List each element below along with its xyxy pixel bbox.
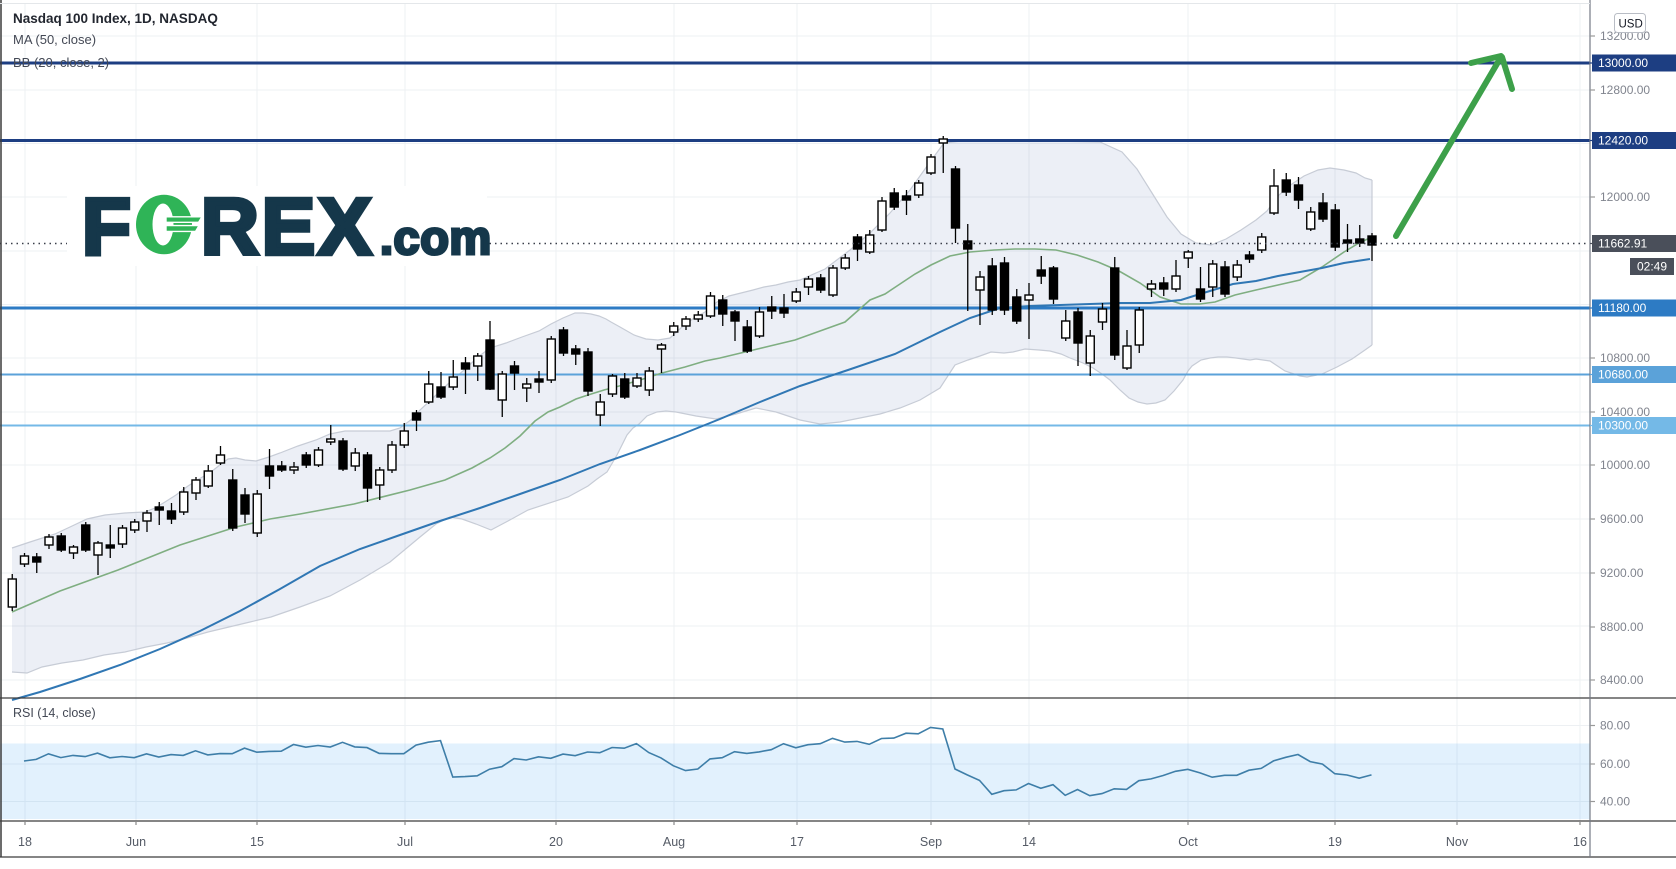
svg-text:Jun: Jun	[126, 835, 146, 849]
svg-text:Oct: Oct	[1178, 835, 1198, 849]
svg-text:11180.00: 11180.00	[1598, 301, 1647, 315]
svg-text:02:49: 02:49	[1637, 260, 1667, 274]
svg-text:Jul: Jul	[397, 835, 413, 849]
svg-text:10400.00: 10400.00	[1600, 405, 1650, 419]
svg-text:15: 15	[250, 835, 264, 849]
svg-text:12420.00: 12420.00	[1598, 134, 1648, 148]
svg-text:12000.00: 12000.00	[1600, 190, 1650, 204]
svg-text:18: 18	[18, 835, 32, 849]
svg-text:16: 16	[1573, 835, 1587, 849]
svg-text:13000.00: 13000.00	[1598, 56, 1648, 70]
svg-text:8800.00: 8800.00	[1600, 620, 1644, 634]
svg-text:Sep: Sep	[920, 835, 942, 849]
svg-text:RSI (14, close): RSI (14, close)	[13, 706, 96, 720]
svg-text:40.00: 40.00	[1600, 795, 1630, 809]
svg-text:MA (50, close): MA (50, close)	[13, 32, 96, 47]
svg-text:10680.00: 10680.00	[1598, 368, 1648, 382]
svg-text:10300.00: 10300.00	[1598, 419, 1648, 433]
svg-text:Nov: Nov	[1446, 835, 1469, 849]
svg-text:Aug: Aug	[663, 835, 685, 849]
svg-text:19: 19	[1328, 835, 1342, 849]
svg-text:10800.00: 10800.00	[1600, 351, 1650, 365]
svg-text:F: F	[82, 182, 131, 271]
svg-text:.com: .com	[380, 211, 492, 264]
svg-text:Nasdaq 100 Index, 1D, NASDAQ: Nasdaq 100 Index, 1D, NASDAQ	[13, 11, 218, 26]
svg-text:10000.00: 10000.00	[1600, 458, 1650, 472]
svg-text:BB (20, close, 2): BB (20, close, 2)	[13, 55, 109, 70]
svg-text:14: 14	[1022, 835, 1036, 849]
svg-text:12800.00: 12800.00	[1600, 83, 1650, 97]
svg-text:11662.91: 11662.91	[1598, 237, 1647, 251]
svg-text:80.00: 80.00	[1600, 719, 1630, 733]
svg-text:8400.00: 8400.00	[1600, 673, 1644, 687]
svg-text:17: 17	[790, 835, 804, 849]
svg-text:9600.00: 9600.00	[1600, 512, 1644, 526]
svg-text:USD: USD	[1619, 19, 1643, 31]
svg-text:REX: REX	[201, 182, 375, 271]
svg-text:9200.00: 9200.00	[1600, 566, 1644, 580]
svg-text:20: 20	[549, 835, 563, 849]
svg-text:60.00: 60.00	[1600, 757, 1630, 771]
